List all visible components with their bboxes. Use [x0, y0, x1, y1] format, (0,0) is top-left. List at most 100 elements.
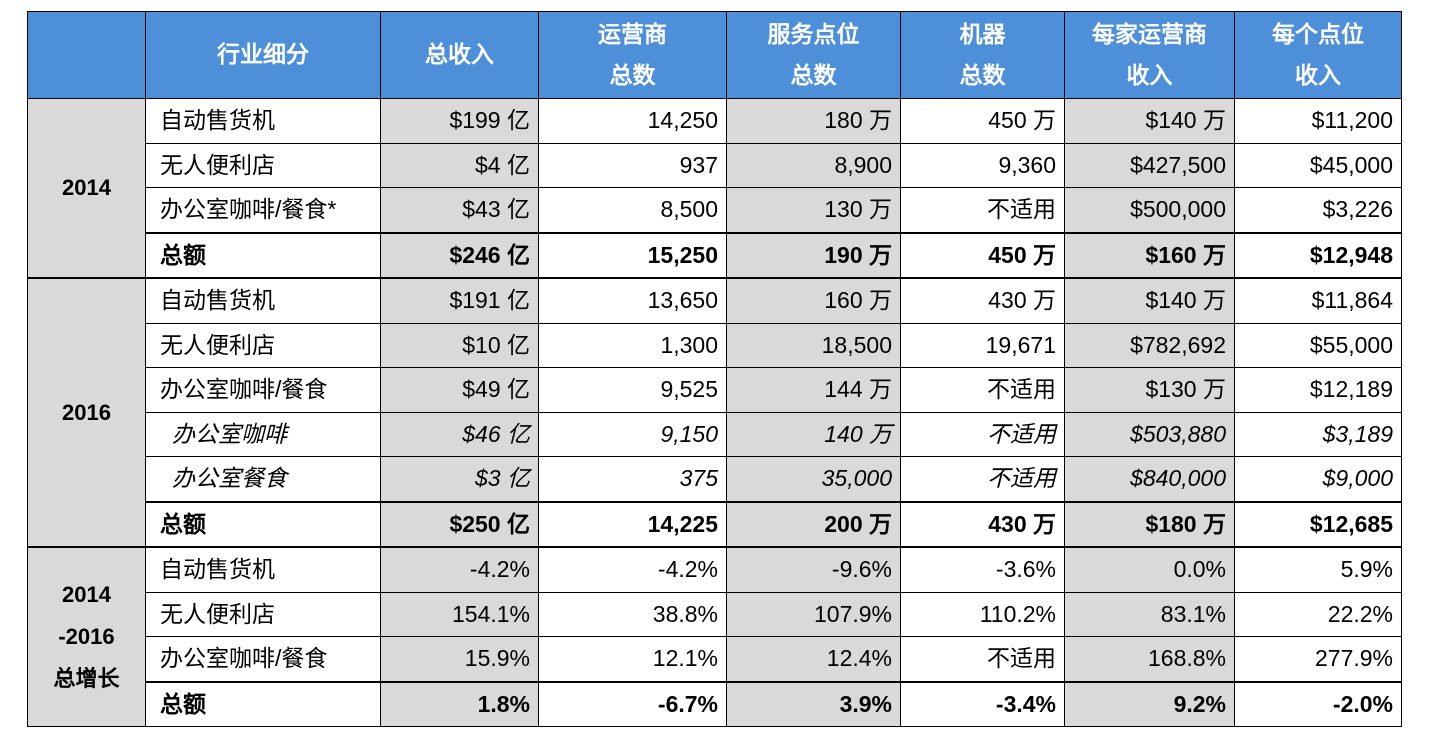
cell-machines: 450 万 — [900, 98, 1065, 144]
cell-machines: 9,360 — [900, 142, 1065, 188]
cell-revenue: $250 亿 — [380, 500, 539, 548]
cell-rev-per-operator: 168.8% — [1064, 636, 1235, 682]
cell-rev-per-location: $12,685 — [1234, 500, 1402, 548]
cell-locations: 107.9% — [726, 591, 901, 637]
cell-machines: -3.4% — [900, 680, 1065, 727]
cell-revenue: $43 亿 — [380, 187, 539, 233]
cell-label: 总额 — [145, 680, 381, 727]
table-row: 办公室咖啡/餐食* $43 亿 8,500 130 万不适用 $500,000 $3,22… — [28, 187, 1402, 233]
cell-revenue: $246 亿 — [380, 231, 539, 279]
cell-operators: 8,500 — [538, 187, 727, 233]
table-row: 无人便利店 $10 亿 1,300 18,500 19,671 $782,692 $55,0… — [28, 322, 1402, 368]
cell-operators: 12.1% — [538, 636, 727, 682]
header-rev-per-location: 每个点位 收入 — [1234, 11, 1402, 99]
year-label: 2014 -2016 总增长 — [27, 546, 146, 727]
cell-rev-per-operator: $500,000 — [1064, 187, 1235, 233]
header-blank — [27, 11, 146, 99]
table-row: 办公室餐食 $3 亿 375 35,000 不适用 $840,000 $9,000 — [28, 456, 1402, 502]
cell-rev-per-operator: $782,692 — [1064, 322, 1235, 368]
cell-rev-per-location: $9,000 — [1234, 456, 1402, 502]
cell-rev-per-location: $55,000 — [1234, 322, 1402, 368]
cell-rev-per-location: 277.9% — [1234, 636, 1402, 682]
year-label: 2016 — [27, 277, 146, 548]
cell-locations: 200 万 — [726, 500, 901, 548]
cell-locations: 180 万 — [726, 98, 901, 144]
table-row: 办公室咖啡 $46 亿 9,150 140 万不适用 $503,880 $3,189 — [28, 411, 1402, 457]
cell-operators: 937 — [538, 142, 727, 188]
cell-machines: -3.6% — [900, 546, 1065, 593]
cell-rev-per-location: $3,189 — [1234, 411, 1402, 457]
cell-locations: 140 万 — [726, 411, 901, 457]
table-row: 2014 -2016 总增长 自动售货机 -4.2% -4.2% -9.6% -3.6% 0.0… — [27, 546, 1402, 727]
cell-label: 自动售货机 — [145, 546, 381, 593]
cell-label: 自动售货机 — [145, 277, 381, 324]
table-row: 办公室咖啡/餐食 $49 亿 9,525 144 万不适用 $130 万 $12,189 — [28, 367, 1402, 413]
cell-operators: -6.7% — [538, 680, 727, 727]
cell-operators: 375 — [538, 456, 727, 502]
cell-operators: 13,650 — [538, 277, 727, 324]
total-row: 总额 1.8% -6.7% 3.9% -3.4% 9.2% -2.0% — [28, 680, 1402, 727]
cell-label: 办公室咖啡 — [145, 411, 381, 457]
cell-machines: 不适用 — [900, 456, 1065, 502]
cell-machines: 不适用 — [900, 367, 1065, 413]
header-revenue: 总收入 — [380, 11, 539, 99]
cell-rev-per-operator: $140 万 — [1064, 277, 1235, 324]
table-row: 2016 自动售货机 $191 亿 13,650 160 万 430 万 $140 万 $11… — [27, 277, 1402, 548]
cell-revenue: 154.1% — [380, 591, 539, 637]
table-row: 2014 自动售货机 $199 亿 14,250 180 万 450 万 $140 万 $11… — [27, 98, 1402, 279]
cell-label: 办公室咖啡/餐食* — [145, 187, 381, 233]
cell-label: 总额 — [145, 500, 381, 548]
cell-machines: 430 万 — [900, 277, 1065, 324]
cell-locations: -9.6% — [726, 546, 901, 593]
cell-operators: 15,250 — [538, 231, 727, 279]
total-row: 总额 $250 亿 14,225 200 万 430 万 $180 万 $12,685 — [28, 500, 1402, 548]
cell-locations: 3.9% — [726, 680, 901, 727]
table-row: 无人便利店 $4 亿 937 8,900 9,360 $427,500 $45,000 — [28, 142, 1402, 188]
cell-locations: 8,900 — [726, 142, 901, 188]
table-body: 2014 自动售货机 $199 亿 14,250 180 万 450 万 $140 万 $11… — [27, 98, 1402, 727]
cell-machines: 不适用 — [900, 187, 1065, 233]
cell-operators: 38.8% — [538, 591, 727, 637]
cell-rev-per-location: $3,226 — [1234, 187, 1402, 233]
header-segment: 行业细分 — [145, 11, 381, 99]
cell-rev-per-operator: $840,000 — [1064, 456, 1235, 502]
cell-locations: 18,500 — [726, 322, 901, 368]
cell-revenue: $3 亿 — [380, 456, 539, 502]
cell-locations: 144 万 — [726, 367, 901, 413]
cell-rev-per-location: $45,000 — [1234, 142, 1402, 188]
cell-label: 办公室咖啡/餐食 — [145, 636, 381, 682]
cell-locations: 130 万 — [726, 187, 901, 233]
cell-machines: 110.2% — [900, 591, 1065, 637]
cell-label: 无人便利店 — [145, 322, 381, 368]
cell-rev-per-location: $12,189 — [1234, 367, 1402, 413]
cell-revenue: $199 亿 — [380, 98, 539, 144]
cell-rev-per-operator: $160 万 — [1064, 231, 1235, 279]
cell-operators: 1,300 — [538, 322, 727, 368]
cell-revenue: $191 亿 — [380, 277, 539, 324]
cell-label: 总额 — [145, 231, 381, 279]
cell-operators: 9,150 — [538, 411, 727, 457]
table-row: 办公室咖啡/餐食 15.9% 12.1% 12.4% 不适用 168.8% 277.9% — [28, 636, 1402, 682]
cell-locations: 160 万 — [726, 277, 901, 324]
cell-rev-per-operator: 9.2% — [1064, 680, 1235, 727]
table-row: 无人便利店 154.1% 38.8% 107.9% 110.2% 83.1% 22.2% — [28, 591, 1402, 637]
cell-locations: 12.4% — [726, 636, 901, 682]
cell-operators: -4.2% — [538, 546, 727, 593]
cell-revenue: $10 亿 — [380, 322, 539, 368]
header-locations: 服务点位 总数 — [726, 11, 901, 99]
cell-machines: 430 万 — [900, 500, 1065, 548]
cell-label: 办公室餐食 — [145, 456, 381, 502]
cell-rev-per-operator: $140 万 — [1064, 98, 1235, 144]
cell-machines: 450 万 — [900, 231, 1065, 279]
cell-rev-per-location: -2.0% — [1234, 680, 1402, 727]
cell-revenue: $49 亿 — [380, 367, 539, 413]
cell-revenue: $4 亿 — [380, 142, 539, 188]
header-row: 行业细分 总收入 运营商 总数 服务点位 总数 机器 总数 每家运营商 收入 每个点位收… — [27, 11, 1402, 99]
cell-machines: 19,671 — [900, 322, 1065, 368]
cell-machines: 不适用 — [900, 411, 1065, 457]
cell-rev-per-operator: $503,880 — [1064, 411, 1235, 457]
year-label: 2014 — [27, 98, 146, 279]
cell-rev-per-location: $11,864 — [1234, 277, 1402, 324]
header-rev-per-operator: 每家运营商 收入 — [1064, 11, 1235, 99]
cell-label: 自动售货机 — [145, 98, 381, 144]
